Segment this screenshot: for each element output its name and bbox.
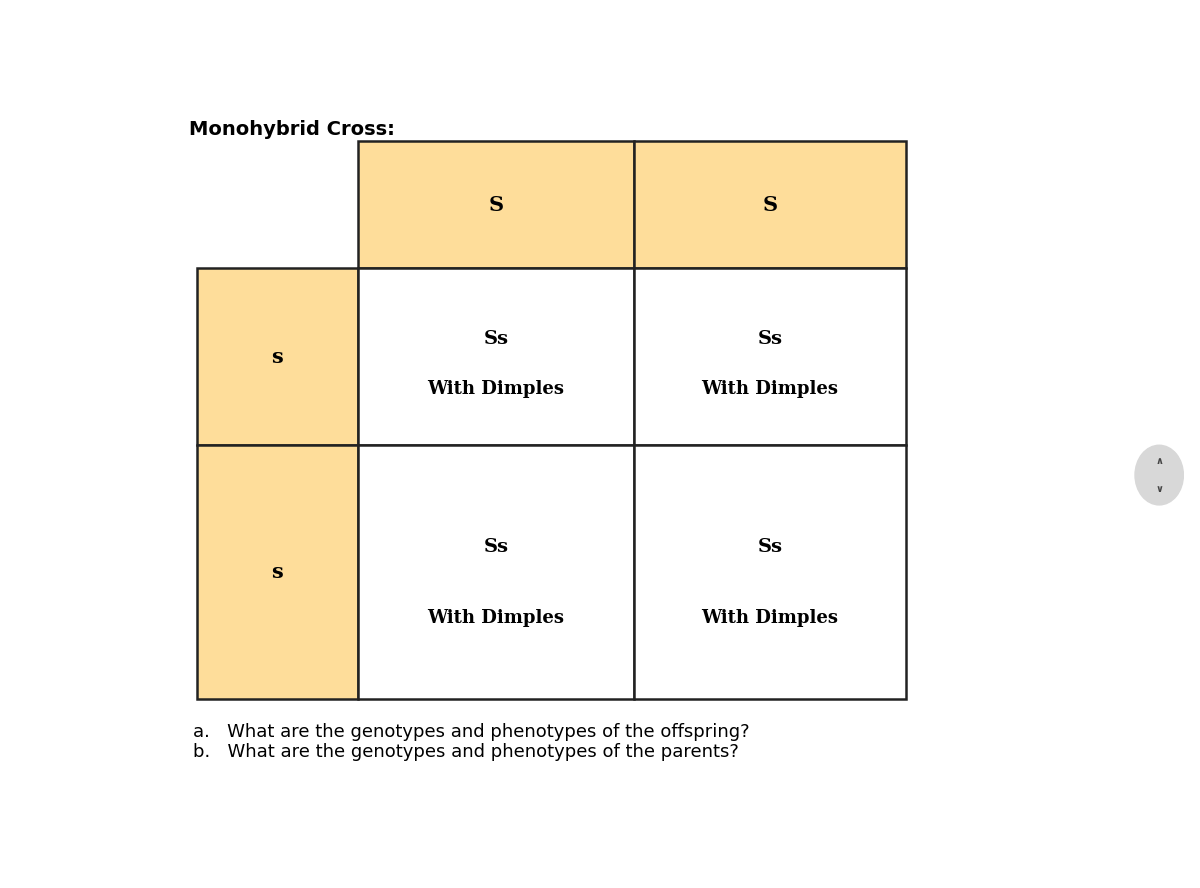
Bar xyxy=(358,446,635,700)
Bar xyxy=(358,141,635,268)
Text: s: s xyxy=(271,562,283,583)
Text: Ss: Ss xyxy=(757,538,782,556)
Bar xyxy=(197,446,358,700)
Bar xyxy=(197,268,358,446)
Text: a.   What are the genotypes and phenotypes of the offspring?: a. What are the genotypes and phenotypes… xyxy=(193,723,749,741)
Text: Ss: Ss xyxy=(484,538,509,556)
Circle shape xyxy=(1135,445,1183,505)
Text: S: S xyxy=(762,194,778,215)
Text: ∧: ∧ xyxy=(1156,456,1163,466)
Text: Ss: Ss xyxy=(757,330,782,348)
Bar xyxy=(635,141,906,268)
Text: With Dimples: With Dimples xyxy=(427,609,564,627)
Bar xyxy=(635,446,906,700)
Text: With Dimples: With Dimples xyxy=(427,380,564,398)
Bar xyxy=(358,268,635,446)
Text: b.   What are the genotypes and phenotypes of the parents?: b. What are the genotypes and phenotypes… xyxy=(193,742,738,761)
Text: With Dimples: With Dimples xyxy=(702,609,839,627)
Text: ∨: ∨ xyxy=(1156,484,1163,494)
Text: With Dimples: With Dimples xyxy=(702,380,839,398)
Bar xyxy=(635,268,906,446)
Text: Monohybrid Cross:: Monohybrid Cross: xyxy=(188,121,395,139)
Text: S: S xyxy=(488,194,504,215)
Text: Ss: Ss xyxy=(484,330,509,348)
Text: s: s xyxy=(271,347,283,367)
